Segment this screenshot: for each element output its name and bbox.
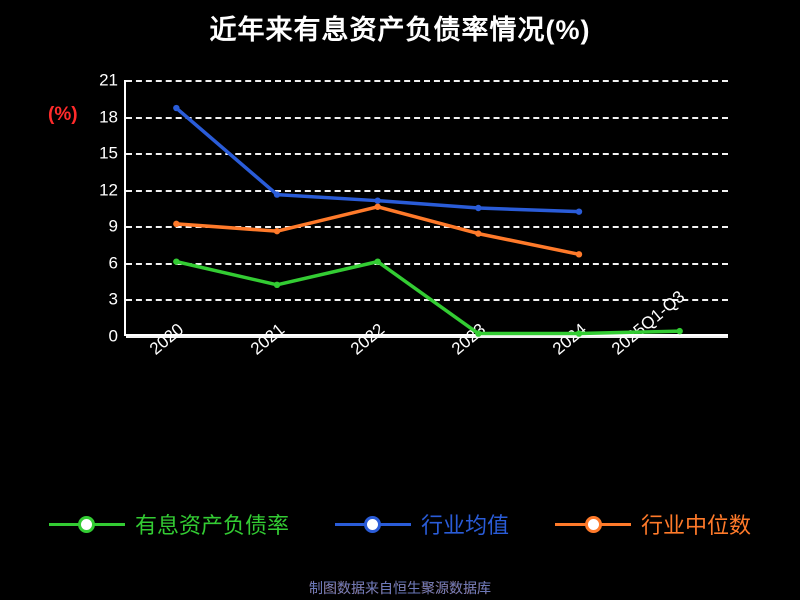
legend-swatch [555, 515, 631, 533]
series-point [475, 230, 482, 237]
legend-swatch [48, 515, 125, 533]
y-tick-label: 3 [108, 289, 118, 309]
series-point [575, 251, 583, 258]
series-point [173, 104, 180, 112]
series-point [374, 203, 381, 210]
y-tick-label: 9 [108, 216, 118, 236]
gridline [126, 80, 728, 82]
y-tick-label: 0 [108, 326, 118, 346]
legend: 有息资产负债率 行业均值 行业中位数 [0, 508, 800, 540]
y-axis-label: (%) [48, 104, 78, 125]
gridline [126, 262, 728, 265]
chart-title: 近年来有息资产负债率情况(%) [209, 15, 591, 45]
legend-item[interactable]: 有息资产负债率 [48, 508, 289, 540]
y-tick-label: 15 [99, 143, 118, 163]
series-point [273, 191, 281, 198]
gridline [126, 299, 728, 302]
y-tick-label: 18 [99, 107, 118, 127]
series-point [273, 281, 281, 288]
gridline [126, 116, 728, 119]
series-point [676, 327, 683, 335]
series-point [374, 258, 381, 265]
gridline [126, 226, 728, 229]
series-line [174, 106, 581, 214]
footer-note-shadow: 制图数据来自恒生聚源数据库 [309, 580, 491, 596]
plot-area: 0 3 6 9 12 15 18 21 2020 2021 2022 2023 2024 2025Q1-… [99, 72, 728, 359]
series-point [575, 208, 583, 215]
series-point [575, 330, 583, 337]
legend-item[interactable]: 行业均值 [334, 508, 509, 540]
legend-label: 行业均值 [420, 513, 509, 538]
series-line [174, 259, 682, 336]
y-tick-label: 21 [99, 70, 118, 90]
footer-note: 制图数据来自恒生聚源数据库 制图数据来自恒生聚源数据库 [0, 578, 800, 598]
y-tick-label: 6 [108, 253, 118, 273]
legend-swatch [334, 515, 411, 533]
series-point [173, 258, 180, 265]
footer-note-text: 制图数据来自恒生聚源数据库 [309, 580, 491, 596]
gridline [126, 336, 728, 338]
series-line [174, 205, 581, 257]
series-point [273, 227, 281, 235]
gridline [126, 189, 728, 192]
legend-label: 有息资产负债率 [134, 513, 289, 538]
series-point [374, 197, 381, 204]
series-point [173, 220, 180, 228]
legend-label: 行业中位数 [641, 513, 752, 538]
y-tick-label: 12 [99, 180, 118, 200]
series-lines [173, 104, 683, 337]
legend-item[interactable]: 行业中位数 [555, 508, 751, 540]
series-point [475, 330, 482, 337]
gridline [126, 153, 728, 156]
series-point [475, 204, 482, 212]
